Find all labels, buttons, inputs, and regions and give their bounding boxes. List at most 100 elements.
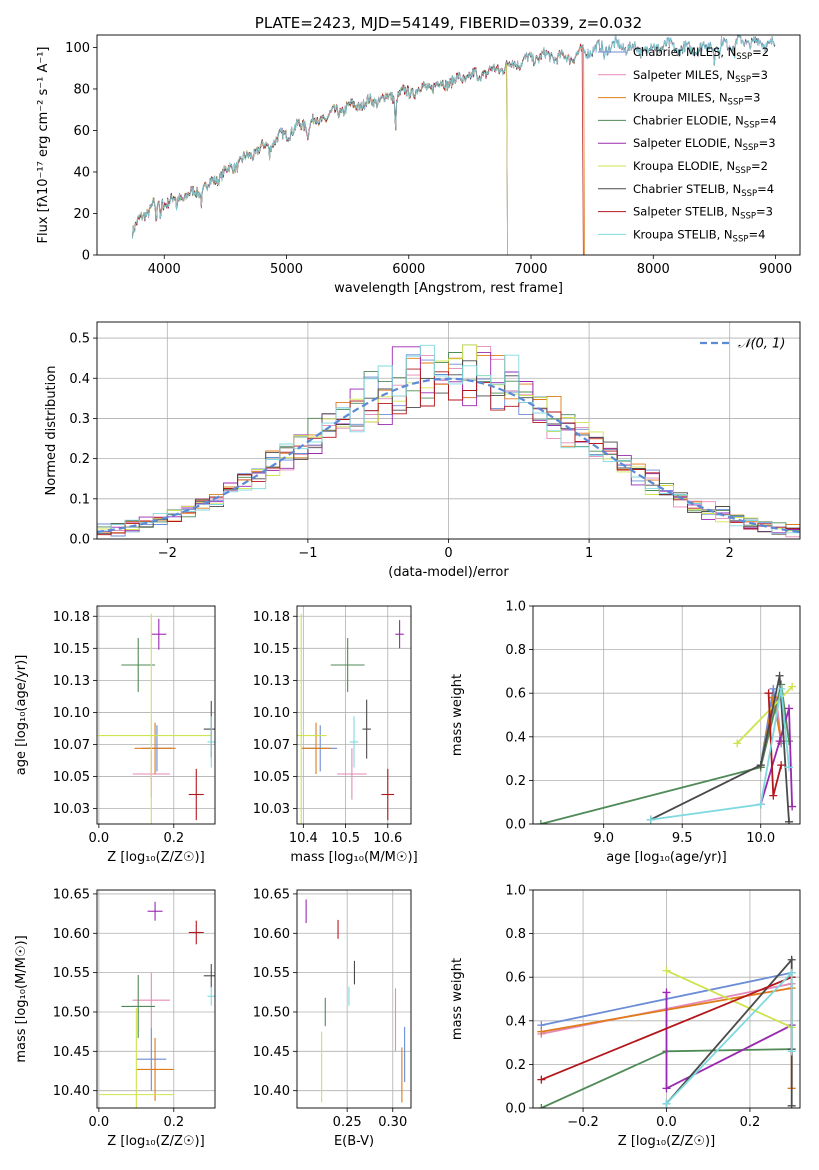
axes-frame <box>296 889 412 1109</box>
y-tick-label: 80 <box>73 82 90 97</box>
weight-point <box>788 682 797 691</box>
spectrum-line-salpeter-stelib <box>132 42 584 255</box>
y-tick-label: 10.40 <box>253 1084 290 1099</box>
weight-point <box>756 800 765 809</box>
weight-point <box>764 689 773 698</box>
x-tick-label: 0 <box>444 546 452 561</box>
weight-point <box>733 739 742 748</box>
y-tick-label: 20 <box>73 207 90 222</box>
weight-line <box>665 970 793 1105</box>
y-tick-label: 10.05 <box>53 770 90 785</box>
panel-mass_vs_ebv: 0.25 0.30 10.40 10.45 10.50 10.55 10.60 10.65 E(… <box>253 887 412 1149</box>
x-tick-label: 10.0 <box>746 831 775 846</box>
y-tick-label: 0.3 <box>69 412 90 427</box>
y-tick-label: 0.0 <box>69 533 90 548</box>
legend-label: Chabrier ELODIE, NSSP=4 <box>633 113 777 130</box>
spectrum-line-kroupa-elodie <box>132 61 508 255</box>
y-axis-label: age [log₁₀(age/yr)] <box>14 655 29 776</box>
x-tick-label: 4000 <box>148 262 181 277</box>
x-tick-label: −1 <box>298 546 317 561</box>
y-tick-label: 0.6 <box>505 687 526 702</box>
y-tick-label: 10.60 <box>53 927 90 942</box>
spectrum-line-kroupa-stelib <box>132 35 776 239</box>
weight-point <box>662 1099 671 1108</box>
x-tick-label: 9.0 <box>593 831 614 846</box>
y-tick-label: 10.07 <box>253 738 290 753</box>
y-tick-label: 0 <box>82 249 90 264</box>
x-tick-label: 7000 <box>514 262 547 277</box>
y-tick-label: 0.6 <box>505 971 526 986</box>
weight-point <box>537 1027 546 1036</box>
y-tick-label: 40 <box>73 165 90 180</box>
y-tick-label: 10.40 <box>53 1084 90 1099</box>
y-tick-label: 0.4 <box>505 1014 526 1029</box>
axes-frame <box>96 34 801 256</box>
legend-label: Kroupa STELIB, NSSP=4 <box>633 227 765 244</box>
y-tick-label: 0.0 <box>505 818 526 833</box>
y-tick-label: 10.65 <box>53 887 90 902</box>
legend-label: Chabrier STELIB, NSSP=4 <box>633 182 774 199</box>
weight-line <box>666 969 793 1029</box>
x-tick-label: 0.2 <box>163 1115 184 1130</box>
x-axis-label: age [log₁₀(age/yr)] <box>606 850 727 865</box>
panel-age_vs_z: 0.0 0.2 10.03 10.05 10.07 10.10 10.13 10.15 10.1… <box>14 605 216 865</box>
weight-point <box>662 1084 671 1093</box>
weight-point <box>662 988 671 997</box>
x-axis-label: wavelength [Angstrom, rest frame] <box>334 281 563 296</box>
x-axis-label: Z [log₁₀(Z/Z☉)] <box>107 1134 204 1149</box>
x-tick-label: 9000 <box>759 262 792 277</box>
legend-label: Salpeter MILES, NSSP=3 <box>633 68 768 85</box>
axes-frame <box>96 605 216 825</box>
y-tick-label: 0.5 <box>69 332 90 347</box>
y-tick-label: 1.0 <box>505 600 526 615</box>
histogram-salpeter-stelib <box>97 368 800 536</box>
plot-area <box>98 901 215 1108</box>
panel-spectrum: 4000 5000 6000 7000 8000 9000 0 20 40 60 80 100 wave… <box>36 34 801 296</box>
y-tick-label: 0.2 <box>505 1058 526 1073</box>
y-axis-label: mass [log₁₀(M/M☉)] <box>14 935 29 1062</box>
axes-frame <box>532 889 801 1109</box>
panel-weight_vs_age: 9.0 9.5 10.0 0.0 0.2 0.4 0.6 0.8 1.0 age [log₁₀(a… <box>450 600 801 865</box>
weight-point <box>662 966 671 975</box>
y-tick-label: 0.1 <box>69 492 90 507</box>
weight-point <box>646 815 655 824</box>
panel-mass_vs_z: 0.0 0.2 10.40 10.45 10.50 10.55 10.60 10.65 Z [l… <box>14 887 216 1149</box>
x-tick-label: 5000 <box>270 262 303 277</box>
x-tick-label: 1 <box>585 546 593 561</box>
y-tick-label: 1.0 <box>505 884 526 899</box>
weight-point <box>537 1075 546 1084</box>
x-tick-label: 10.4 <box>289 831 318 846</box>
legend: Chabrier MILES, NSSP=2 Salpeter MILES, NS… <box>598 45 777 244</box>
weight-point <box>777 684 786 693</box>
weight-point <box>775 671 784 680</box>
weight-point <box>769 693 778 702</box>
legend-label: Salpeter STELIB, NSSP=3 <box>633 205 773 222</box>
y-tick-label: 10.45 <box>53 1045 90 1060</box>
y-tick-label: 10.55 <box>253 966 290 981</box>
y-tick-label: 10.10 <box>53 706 90 721</box>
x-tick-label: 10.6 <box>373 831 402 846</box>
y-tick-label: 0.4 <box>505 730 526 745</box>
weight-line <box>736 686 793 744</box>
legend-label: 𝒩(0, 1) <box>738 337 785 352</box>
y-tick-label: 0.4 <box>69 372 90 387</box>
axes-frame <box>532 605 801 825</box>
plot-area <box>132 35 776 255</box>
y-tick-label: 10.60 <box>253 927 290 942</box>
legend-label: Salpeter ELODIE, NSSP=3 <box>633 136 776 153</box>
x-tick-label: 10.5 <box>331 831 360 846</box>
y-tick-label: 10.13 <box>53 674 90 689</box>
panel-age_vs_mass: 10.4 10.5 10.6 10.03 10.05 10.07 10.10 10.13 10.… <box>253 605 418 865</box>
weight-point <box>775 737 784 746</box>
plot-area <box>97 613 215 824</box>
axes-frame <box>296 605 412 825</box>
weight-point <box>787 1101 796 1108</box>
x-tick-label: 6000 <box>392 262 425 277</box>
x-tick-label: 0.2 <box>163 831 184 846</box>
y-tick-label: 10.65 <box>253 887 290 902</box>
plot-area <box>537 955 796 1108</box>
x-tick-label: 0.0 <box>656 1115 677 1130</box>
weight-line <box>540 976 793 1081</box>
y-tick-label: 10.45 <box>253 1045 290 1060</box>
